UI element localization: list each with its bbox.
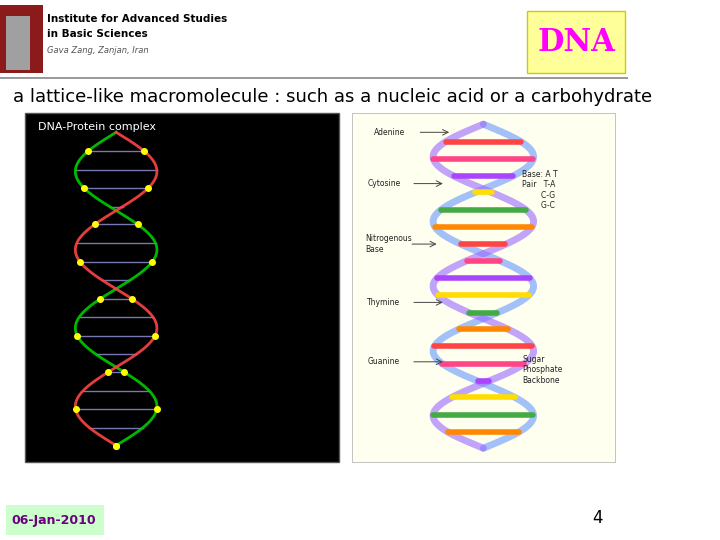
Text: 4: 4 — [592, 509, 603, 528]
Text: in Basic Sciences: in Basic Sciences — [47, 29, 148, 39]
Text: DNA-Protein complex: DNA-Protein complex — [37, 122, 156, 132]
Bar — [351, 113, 615, 462]
Text: DNA: DNA — [537, 26, 615, 58]
Text: Sugar
Phosphate
Backbone: Sugar Phosphate Backbone — [522, 355, 562, 385]
Text: Nitrogenous
Base: Nitrogenous Base — [365, 234, 412, 254]
Bar — [0, 5, 42, 73]
Bar — [25, 113, 339, 462]
Text: 06-Jan-2010: 06-Jan-2010 — [11, 514, 96, 526]
Bar — [0, 0, 628, 78]
Text: Thymine: Thymine — [367, 298, 400, 307]
Text: Gava Zang, Zanjan, Iran: Gava Zang, Zanjan, Iran — [47, 46, 149, 55]
Text: Adenine: Adenine — [374, 128, 405, 137]
Bar — [6, 16, 30, 70]
Text: Guanine: Guanine — [367, 357, 400, 366]
Text: Institute for Advanced Studies: Institute for Advanced Studies — [47, 14, 228, 24]
Text: Cytosine: Cytosine — [367, 179, 400, 188]
Text: a lattice-like macromolecule : such as a nucleic acid or a carbohydrate: a lattice-like macromolecule : such as a… — [12, 88, 652, 106]
Bar — [6, 505, 104, 535]
Text: Base: A T
Pair   T-A
        C-G
        G-C: Base: A T Pair T-A C-G G-C — [522, 170, 558, 210]
Bar — [527, 11, 624, 73]
